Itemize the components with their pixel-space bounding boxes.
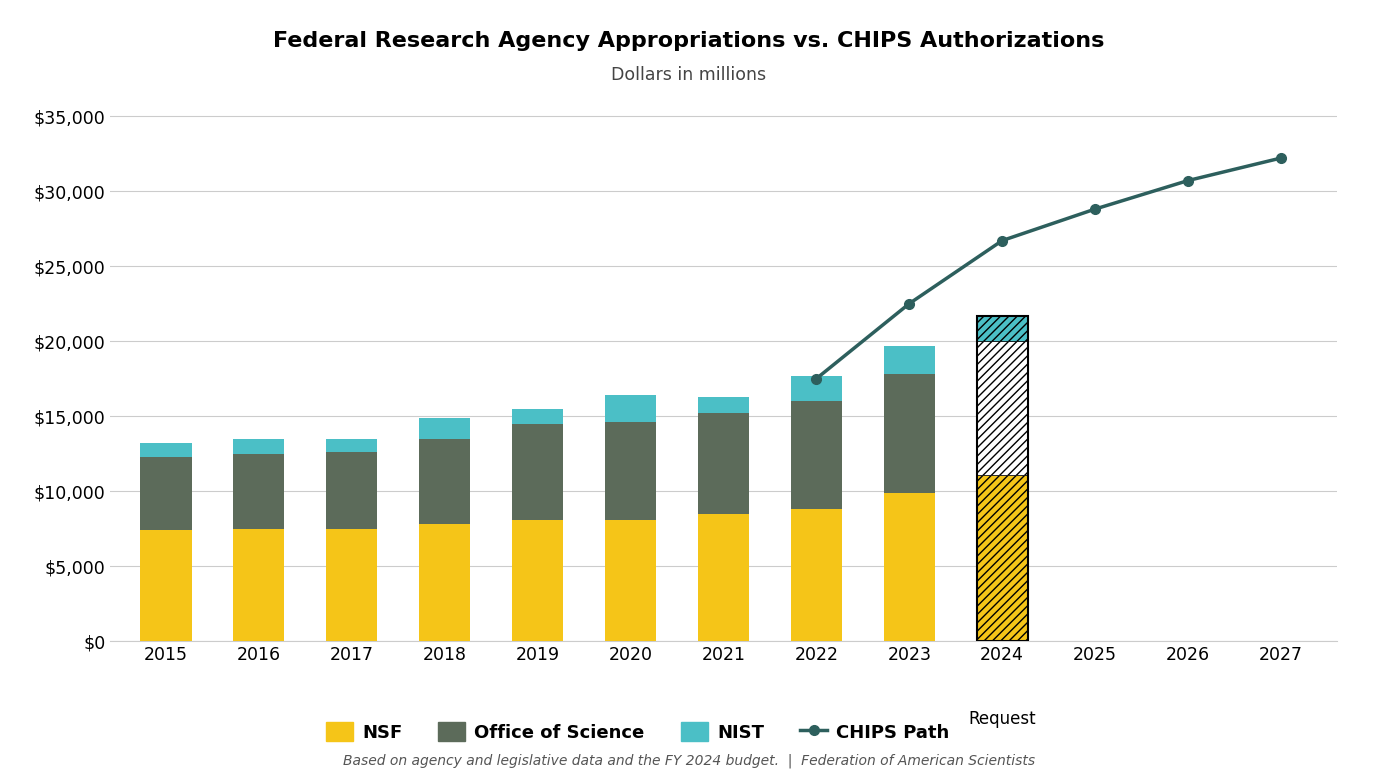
- Bar: [697, 396, 750, 413]
- Bar: [977, 475, 1028, 641]
- Text: Dollars in millions: Dollars in millions: [612, 66, 766, 84]
- Bar: [141, 443, 192, 457]
- Bar: [883, 346, 934, 374]
- Text: Based on agency and legislative data and the FY 2024 budget.  |  Federation of A: Based on agency and legislative data and…: [343, 754, 1035, 768]
- Bar: [419, 524, 470, 641]
- Bar: [513, 520, 564, 641]
- Bar: [419, 439, 470, 524]
- Bar: [605, 422, 656, 520]
- Bar: [977, 341, 1028, 475]
- Bar: [791, 401, 842, 509]
- Bar: [141, 530, 192, 641]
- Bar: [233, 439, 284, 454]
- Bar: [419, 418, 470, 439]
- Bar: [977, 316, 1028, 341]
- Bar: [141, 457, 192, 530]
- Bar: [977, 316, 1028, 641]
- Bar: [513, 409, 564, 424]
- Legend: NSF, Office of Science, NIST, CHIPS Path: NSF, Office of Science, NIST, CHIPS Path: [318, 715, 956, 749]
- Bar: [327, 439, 378, 452]
- Bar: [791, 509, 842, 641]
- Bar: [605, 520, 656, 641]
- Bar: [327, 452, 378, 529]
- Bar: [233, 529, 284, 641]
- Text: Federal Research Agency Appropriations vs. CHIPS Authorizations: Federal Research Agency Appropriations v…: [273, 31, 1105, 52]
- Bar: [883, 493, 934, 641]
- Bar: [605, 395, 656, 422]
- Bar: [513, 424, 564, 520]
- Bar: [697, 514, 750, 641]
- Text: Request: Request: [969, 710, 1036, 728]
- Bar: [697, 413, 750, 514]
- Bar: [233, 454, 284, 529]
- Bar: [327, 529, 378, 641]
- Bar: [883, 374, 934, 493]
- Bar: [791, 375, 842, 401]
